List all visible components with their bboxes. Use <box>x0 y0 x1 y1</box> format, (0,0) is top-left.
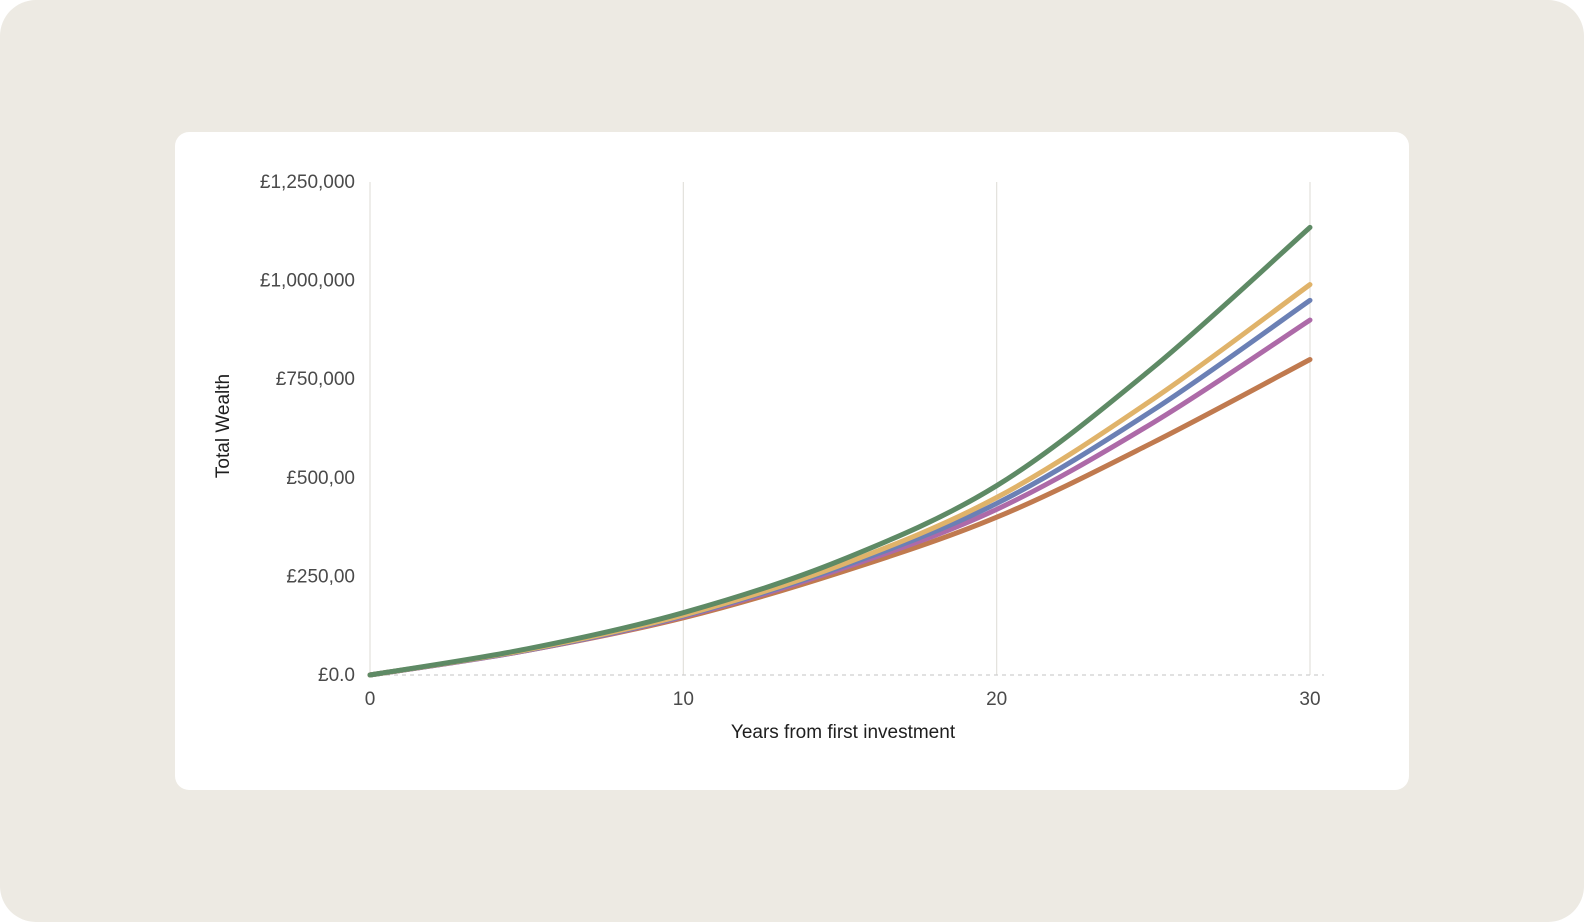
x-tick-label-0: 0 <box>365 689 376 710</box>
x-tick-labels: 0 10 20 30 <box>365 689 1321 710</box>
y-tick-label-3: £750,000 <box>276 369 355 390</box>
x-axis-label: Years from first investment <box>731 722 956 743</box>
y-axis-label: Total Wealth <box>213 374 234 478</box>
gridlines <box>369 182 1311 675</box>
x-tick-label-2: 20 <box>986 689 1007 710</box>
chart-card: £0.0 £250,00 £500,00 £750,000 £1,000,000 £1,2… <box>175 132 1409 790</box>
series-line-1 <box>367 317 1313 678</box>
y-tick-label-2: £500,00 <box>286 468 355 489</box>
series-group <box>367 224 1313 678</box>
y-tick-label-4: £1,000,000 <box>260 271 355 292</box>
series-line-4 <box>367 224 1313 678</box>
y-tick-label-1: £250,00 <box>286 566 355 587</box>
y-tick-label-0: £0.0 <box>318 665 355 686</box>
y-tick-labels: £0.0 £250,00 £500,00 £750,000 £1,000,000 £1,2… <box>260 172 355 686</box>
x-tick-label-3: 30 <box>1299 689 1320 710</box>
x-tick-label-1: 10 <box>673 689 694 710</box>
series-line-3 <box>367 282 1313 678</box>
y-tick-label-5: £1,250,000 <box>260 172 355 193</box>
series-line-0 <box>367 356 1313 678</box>
chart-svg: £0.0 £250,00 £500,00 £750,000 £1,000,000 £1,2… <box>213 172 1324 743</box>
